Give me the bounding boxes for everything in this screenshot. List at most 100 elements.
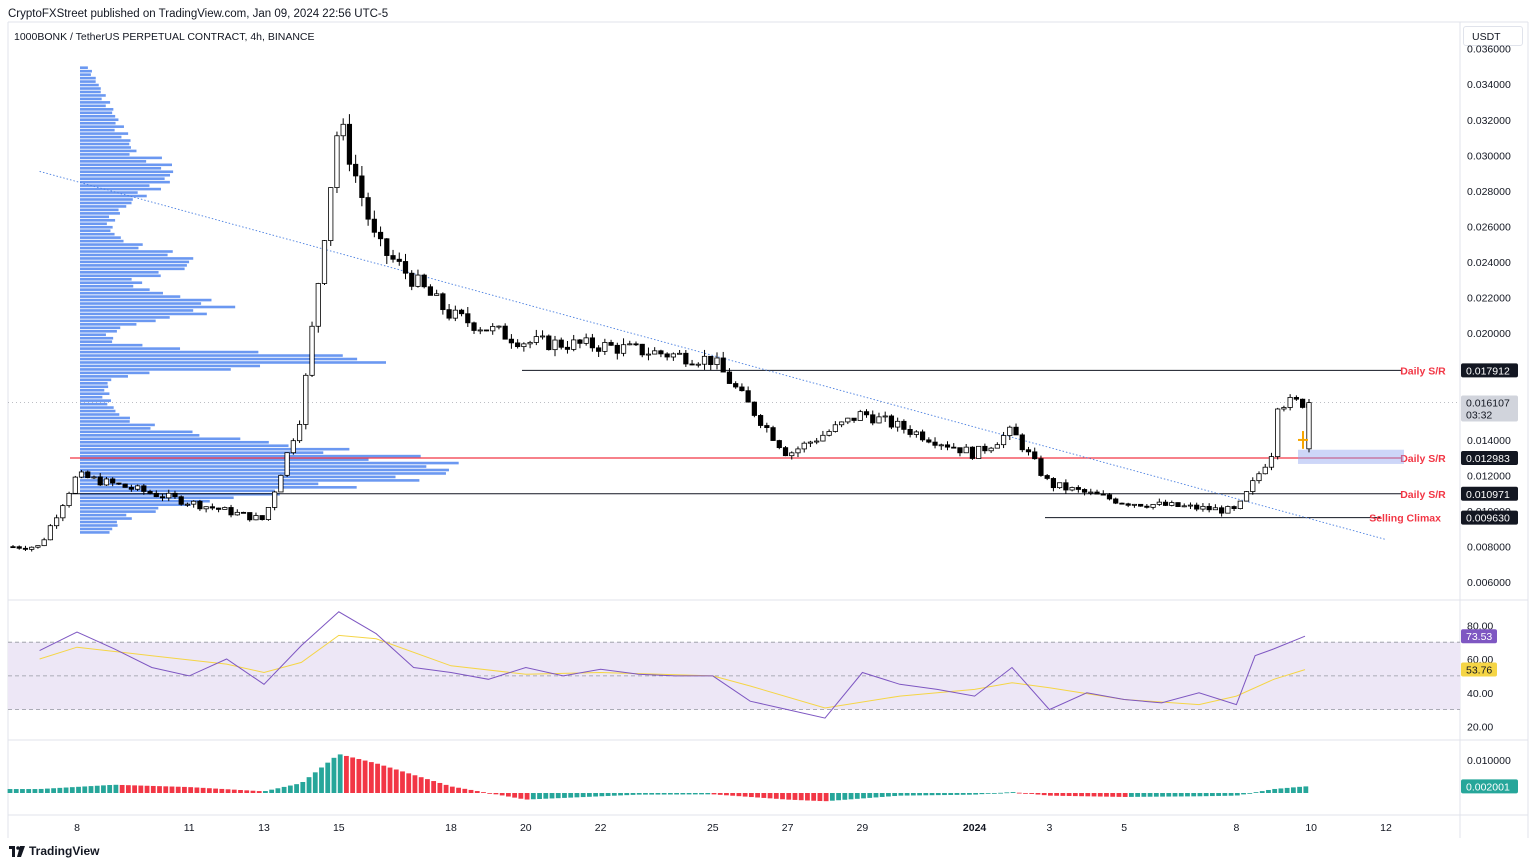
hist-bar [431, 781, 437, 793]
hist-bar [194, 787, 200, 793]
volume-profile-bar [80, 409, 116, 413]
hist-bar [219, 788, 225, 793]
volume-profile-bar [80, 298, 212, 302]
time-tick-label: 2024 [963, 822, 987, 834]
hist-bar [543, 793, 549, 799]
volume-profile-bar [80, 416, 130, 420]
hist-bar [892, 793, 898, 797]
candle-bear [458, 309, 465, 315]
volume-profile [80, 66, 459, 534]
volume-profile-bar [80, 333, 106, 337]
hist-bar [1122, 793, 1128, 797]
hist-bar [275, 788, 281, 793]
candle-bull [583, 337, 589, 344]
hist-bar [1129, 793, 1134, 797]
hist-bar [730, 793, 736, 796]
volume-profile-bar [80, 486, 357, 489]
hist-bar [755, 793, 760, 798]
trendline [39, 170, 1387, 540]
candle-bear [919, 431, 926, 441]
volume-profile-bar [80, 524, 118, 527]
hist-bar [1066, 793, 1072, 796]
volume-profile-bar [80, 513, 127, 517]
hist-bar [26, 789, 32, 793]
price-tick-label: 0.014000 [1467, 435, 1511, 447]
candle-bear [751, 401, 757, 416]
hist-bar [213, 788, 218, 793]
hist-bar [169, 786, 175, 793]
candle-bear [515, 342, 521, 348]
price-tick-label: 0.024000 [1467, 257, 1511, 269]
candle-bear [851, 417, 857, 421]
volume-profile-bar [80, 101, 111, 104]
volume-profile-bar [80, 257, 194, 260]
time-axis[interactable]: 8 11 13 15 18 20 22 25 27 29 2024 3 5 8 10 12 [74, 822, 1392, 834]
tradingview-footer[interactable]: TradingView [9, 844, 99, 858]
volume-profile-bar [80, 208, 119, 212]
hist-bar [138, 785, 144, 793]
hist-bar [1259, 791, 1265, 793]
hist-bar [867, 793, 873, 798]
hist-bar [935, 793, 941, 796]
hist-bar [132, 785, 137, 793]
price-pane[interactable]: 0.036000 0.034000 0.032000 0.030000 0.028000… [8, 44, 1518, 590]
candle-bear [396, 258, 402, 262]
candle-bear [564, 346, 571, 350]
hist-bar [1153, 793, 1159, 797]
candle-bear [147, 491, 153, 494]
histogram-pane[interactable]: 0.010000 0.002001 [7, 754, 1518, 802]
currency-selector[interactable]: USDT [1463, 26, 1523, 46]
candle-bull [882, 415, 888, 418]
rsi-tick-label: 20.00 [1467, 722, 1493, 734]
hist-bar [362, 760, 368, 793]
volume-profile-bar [80, 156, 162, 160]
candle-bull [838, 421, 845, 426]
hist-bar [586, 793, 592, 797]
hist-bar [306, 777, 312, 793]
hist-bar [836, 793, 841, 801]
hist-bar [263, 791, 268, 793]
candle-bull [315, 283, 321, 327]
candle-bull [677, 352, 683, 355]
chart-canvas[interactable]: 0.036000 0.034000 0.032000 0.030000 0.028000… [0, 0, 1536, 840]
hist-bar [150, 785, 156, 793]
candle-bear [402, 261, 409, 274]
hist-bar [736, 793, 742, 797]
volume-profile-bar [80, 281, 143, 285]
hist-bar [1284, 787, 1290, 793]
volume-profile-bar [80, 413, 120, 416]
hist-bar [742, 793, 748, 797]
volume-profile-bar [80, 166, 162, 170]
candle-bull [184, 503, 191, 506]
candle-bear [664, 353, 670, 358]
volume-profile-bar [80, 132, 129, 135]
hist-bar [829, 793, 835, 801]
candle-bull [1256, 473, 1262, 482]
hist-bar [350, 757, 356, 793]
hist-bar [929, 793, 935, 796]
candle-bear [359, 175, 365, 198]
hist-bar [636, 793, 642, 795]
volume-profile-bar [80, 503, 191, 506]
hist-bar [879, 793, 885, 797]
candle-bear [1162, 501, 1169, 506]
volume-profile-bar [80, 395, 103, 399]
volume-profile-bar [80, 447, 350, 451]
hist-bar [717, 793, 723, 795]
level-price-label: 0.012983 [1466, 453, 1510, 465]
candle-bear [1144, 505, 1150, 508]
hist-bar [1048, 793, 1053, 796]
candle-bear [346, 123, 353, 165]
candle-bull [701, 355, 708, 365]
volume-profile-bar [80, 194, 147, 198]
candle-bull [72, 476, 78, 494]
hist-bar [711, 793, 717, 795]
volume-profile-bar [80, 444, 289, 448]
price-tick-label: 0.022000 [1467, 293, 1511, 305]
hist-bar [499, 793, 505, 796]
candle-bear [683, 352, 689, 365]
time-tick-label: 18 [445, 822, 457, 834]
candle-bear [1094, 491, 1100, 495]
volume-profile-bar [80, 319, 156, 323]
